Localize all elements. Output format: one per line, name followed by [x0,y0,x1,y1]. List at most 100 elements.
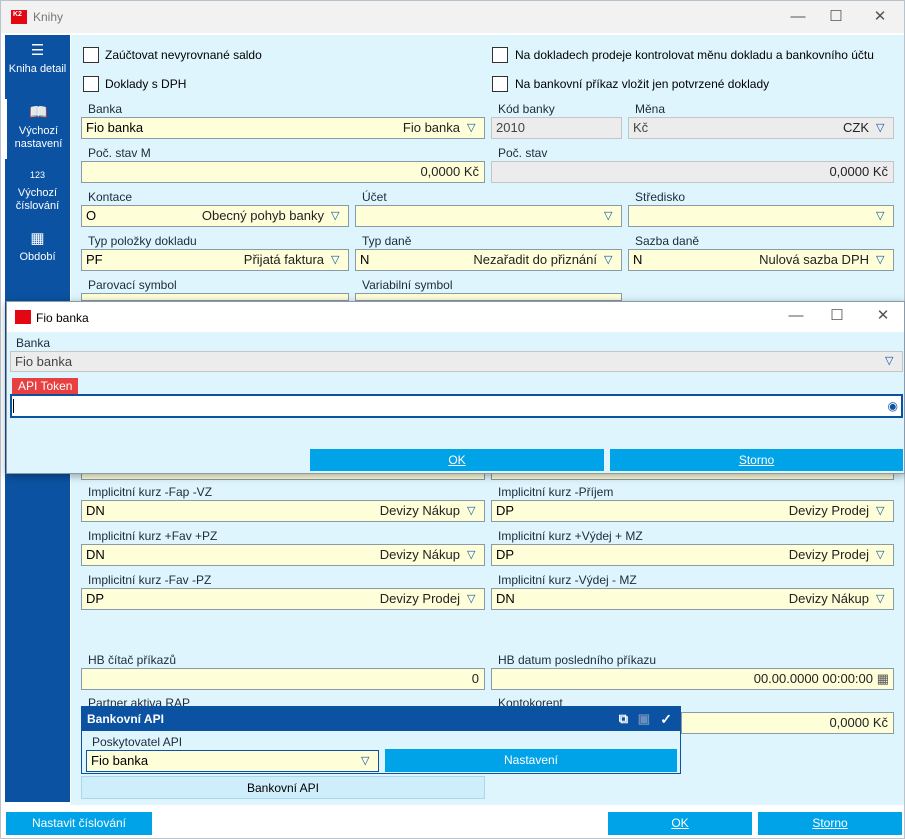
kurz-vydej-mz-neg-value: DN [496,591,515,606]
eye-icon[interactable]: ◉ [887,399,898,413]
hb-citac-field[interactable]: 0 [81,668,485,690]
kurz-fap-vz-field[interactable]: DN Devizy Nákup [81,500,485,522]
dropdown-icon[interactable] [604,206,616,226]
potvrzene-checkbox[interactable] [492,76,508,92]
banka-field[interactable]: Fio banka Fio banka [81,117,485,139]
kurz-vydej-mz-field[interactable]: DP Devizy Prodej [491,544,894,566]
maximize-icon[interactable]: ☐ [830,307,844,324]
calendar-icon: ▦ [30,230,45,247]
banka-value: Fio banka [86,120,144,135]
doklady-dph-checkbox[interactable] [83,76,99,92]
kurz-fav-pz-field[interactable]: DN Devizy Nákup [81,544,485,566]
nastaveni-button[interactable]: Nastavení [385,749,677,772]
provider-select[interactable]: Fio banka [86,750,379,772]
sidebar-item-obdobi[interactable]: ▦ Období [5,229,70,273]
typ-polozky-field[interactable]: PF Přijatá faktura [81,249,349,271]
dropdown-icon[interactable] [361,751,373,771]
poc-stav-field[interactable]: 0,0000 Kč [491,161,894,183]
sidebar-item-vychozi-nastaveni[interactable]: 📖 Výchozí nastavení [5,99,70,159]
poc-stav-label: Poč. stav [498,146,548,160]
potvrzene-label: Na bankovní příkaz vložit jen potvrzené … [515,77,770,91]
numbers-icon: 123 [29,170,46,180]
kurz-prijem-field[interactable]: DP Devizy Prodej [491,500,894,522]
kurz-fav-pz-neg-label: Implicitní kurz -Fav -PZ [88,573,212,587]
variabilni-field[interactable] [355,293,622,301]
typ-dane-field[interactable]: N Nezařadit do přiznání [355,249,622,271]
calendar-icon[interactable]: ▦ [876,671,889,686]
bankovni-api-body: Poskytovatel API Fio banka Nastavení [82,731,680,773]
kurz-vydej-mz-neg-label: Implicitní kurz -Výdej - MZ [498,573,637,587]
dropdown-icon[interactable] [604,250,616,270]
bankovni-api-footer-button[interactable]: Bankovní API [81,776,485,799]
sidebar-item-vychozi-cislovani[interactable]: 123 Výchozí číslování [5,165,70,221]
close-icon[interactable]: ✕ [873,8,887,25]
dialog-ok-button[interactable]: OK [310,449,604,471]
save-icon[interactable]: ▣ [637,711,650,726]
bankovni-api-panel: Bankovní API ⧉ ▣ ✓ Poskytovatel API Fio … [81,706,681,774]
hidden-field-right[interactable] [491,474,894,480]
kontokorent-field[interactable]: 0,0000 Kč [681,712,894,734]
minimize-icon[interactable]: — [790,8,806,25]
kontrolovat-menu-checkbox[interactable] [492,47,508,63]
stredisko-field[interactable] [628,205,894,227]
api-token-input[interactable]: ◉ [10,394,903,418]
sidebar-item-label: Výchozí číslování [15,187,60,212]
dialog-storno-button[interactable]: Storno [610,449,903,471]
check-icon[interactable]: ✓ [660,711,672,727]
dialog-banka-field[interactable]: Fio banka [10,351,903,372]
kurz-fap-vz-label: Implicitní kurz -Fap -VZ [88,485,213,499]
dropdown-icon[interactable] [467,118,479,138]
menu-icon: ☰ [30,42,45,59]
dropdown-icon[interactable] [467,545,479,565]
book-icon: 📖 [29,104,48,121]
kurz-fav-pz-label: Implicitní kurz +Fav +PZ [88,529,218,543]
close-icon[interactable]: ✕ [876,307,890,324]
variabilni-label: Variabilní symbol [362,278,453,292]
kurz-fav-pz-value: DN [86,547,105,562]
sazba-dane-field[interactable]: N Nulová sazba DPH [628,249,894,271]
storno-button[interactable]: Storno [758,812,902,835]
dropdown-icon[interactable] [876,250,888,270]
kurz-fav-pz-neg-field[interactable]: DP Devizy Prodej [81,588,485,610]
dialog-banka-label: Banka [16,336,51,350]
poc-stav-m-field[interactable]: 0,0000 Kč [81,161,485,183]
mena-value: Kč [633,120,649,135]
dropdown-icon[interactable] [876,206,888,226]
dropdown-icon[interactable] [331,250,343,270]
typ-polozky-label: Typ položky dokladu [88,234,197,248]
ok-button[interactable]: OK [608,812,752,835]
typ-polozky-right: Přijatá faktura [243,252,324,267]
poc-stav-m-label: Poč. stav M [88,146,151,160]
k2-logo-icon [11,10,27,24]
kod-banky-field[interactable]: 2010 [491,117,622,139]
dropdown-icon[interactable] [467,501,479,521]
dropdown-icon[interactable] [876,589,888,609]
hb-datum-field[interactable]: 00.00.0000 00:00:00 ▦ [491,668,894,690]
maximize-icon[interactable]: ☐ [829,8,843,25]
kod-banky-value: 2010 [496,120,525,135]
kontace-value: O [86,208,97,223]
dropdown-icon[interactable] [876,545,888,565]
dropdown-icon[interactable] [876,118,888,138]
sidebar-item-kniha-detail[interactable]: ☰ Kniha detail [5,41,70,97]
zauctovat-checkbox[interactable] [83,47,99,63]
banka-label: Banka [88,102,123,116]
minimize-icon[interactable]: — [788,307,804,324]
mena-label: Měna [635,102,666,116]
hidden-field-left[interactable] [81,474,485,480]
window-title: Knihy [33,10,64,24]
fio-banka-dialog: Fio banka — ☐ ✕ Banka Fio banka API Toke… [6,301,905,474]
mena-field[interactable]: Kč CZK [628,117,894,139]
dropdown-icon[interactable] [467,589,479,609]
nastavit-cislovani-button[interactable]: Nastavit číslování [6,812,152,835]
sidebar-item-label: Kniha detail [8,63,67,75]
dropdown-icon[interactable] [876,501,888,521]
hb-datum-value: 00.00.0000 00:00:00 [753,671,873,686]
external-link-icon[interactable]: ⧉ [618,711,628,726]
dropdown-icon[interactable] [885,352,897,371]
kurz-vydej-mz-neg-field[interactable]: DN Devizy Nákup [491,588,894,610]
kontace-field[interactable]: O Obecný pohyb banky [81,205,349,227]
dropdown-icon[interactable] [331,206,343,226]
parovaci-field[interactable] [81,293,349,301]
ucet-field[interactable] [355,205,622,227]
